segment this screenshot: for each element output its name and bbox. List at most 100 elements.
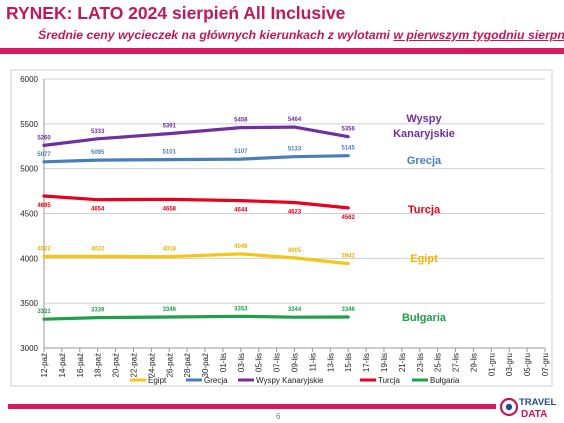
- data-label: 5095: [91, 150, 105, 156]
- y-tick-label: 3000: [20, 344, 38, 353]
- data-label: 5145: [341, 146, 355, 152]
- legend-label: Egipt: [148, 376, 167, 385]
- x-tick-label: 03-gru: [505, 353, 514, 376]
- x-tick-label: 26-paź: [165, 353, 174, 377]
- logo-travel-text: TRAVEL: [519, 397, 556, 408]
- series-lines: [42, 125, 350, 321]
- x-tick-label: 15-lis: [344, 353, 353, 372]
- y-axis-ticks: 3000 3500 4000 4500 5000 5500 6000: [20, 75, 38, 353]
- x-tick-label: 17-lis: [362, 353, 371, 372]
- x-axis-ticks: 12-paź 14-paź 16-paź 18-paź 20-paź 22-paź 24-p…: [40, 348, 550, 377]
- data-labels: 4022 4022 4018 4049 4005 3941 5077 5095 5101 5107…: [37, 117, 355, 315]
- data-label: 5101: [163, 150, 177, 156]
- series-side-labels: Wyspy Kanaryjskie Grecja Turcja Egipt Bułgari…: [393, 113, 455, 324]
- data-label: 4658: [163, 206, 177, 212]
- grid-lines: [43, 78, 545, 349]
- x-tick-label: 28-paź: [183, 353, 192, 377]
- series-side-label: Egipt: [410, 253, 438, 265]
- page-number: 6: [276, 412, 281, 421]
- series-line-grecja: [42, 154, 350, 164]
- y-tick-label: 4500: [20, 210, 38, 219]
- series-side-label: Grecja: [407, 155, 442, 167]
- series-side-label: Kanaryjskie: [393, 128, 455, 140]
- x-tick-label: 13-lis: [326, 353, 335, 372]
- data-label: 3321: [37, 309, 51, 315]
- legend-label: Grecja: [204, 376, 228, 385]
- x-tick-label: 22-paź: [129, 353, 138, 377]
- data-label: 4049: [234, 244, 248, 250]
- x-tick-label: 09-lis: [291, 353, 300, 372]
- x-tick-label: 01-lis: [219, 353, 228, 372]
- series-side-label: Turcja: [408, 204, 441, 216]
- y-tick-label: 6000: [20, 75, 38, 84]
- page-title: RYNEK: LATO 2024 sierpień All Inclusive: [6, 3, 346, 23]
- data-label: 5391: [163, 124, 177, 130]
- data-label: 4005: [288, 248, 302, 254]
- series-line-egipt: [42, 252, 350, 266]
- subtitle-underlined-text: w pierwszym tygodniu sierpnia: [393, 28, 564, 42]
- page-subtitle: Średnie ceny wycieczek na głównych kieru…: [38, 28, 564, 42]
- y-tick-label: 5000: [20, 165, 38, 174]
- data-label: 4022: [91, 246, 105, 252]
- data-label: 3344: [288, 307, 302, 313]
- x-tick-label: 20-paź: [112, 353, 121, 377]
- x-tick-label: 21-lis: [398, 353, 407, 372]
- data-label: 5333: [91, 129, 105, 135]
- data-label: 5458: [234, 118, 248, 124]
- chart-frame: [10, 69, 553, 387]
- data-label: 4018: [163, 247, 177, 253]
- x-tick-label: 16-paź: [76, 353, 85, 377]
- legend-label: Bułgaria: [430, 376, 460, 385]
- x-tick-label: 05-lis: [255, 353, 264, 372]
- y-tick-label: 4000: [20, 254, 38, 263]
- x-tick-label: 23-lis: [416, 353, 425, 372]
- data-label: 4562: [341, 215, 355, 221]
- travel-data-logo: TRAVEL DATA: [500, 397, 556, 420]
- data-label: 3353: [234, 306, 248, 312]
- x-tick-label: 25-lis: [434, 353, 443, 372]
- x-tick-label: 18-paź: [94, 353, 103, 377]
- legend-label: Turcja: [378, 376, 400, 385]
- data-label: 5356: [341, 127, 355, 133]
- x-tick-label: 12-paź: [40, 353, 49, 377]
- series-side-label: Wyspy: [406, 113, 442, 125]
- series-line-turcja: [42, 194, 350, 210]
- subtitle-text: Średnie ceny wycieczek na głównych kieru…: [38, 28, 394, 42]
- data-label: 5107: [234, 149, 248, 155]
- data-label: 5260: [37, 135, 51, 141]
- x-tick-label: 14-paź: [58, 353, 67, 377]
- series-side-label: Bułgaria: [402, 312, 447, 324]
- legend-label: Wyspy Kanaryjskie: [256, 376, 324, 385]
- x-tick-label: 11-lis: [308, 353, 317, 372]
- y-tick-label: 3500: [20, 299, 38, 308]
- data-label: 4644: [234, 208, 248, 214]
- x-tick-label: 27-lis: [452, 353, 461, 372]
- data-label: 3339: [91, 308, 105, 314]
- data-label: 5077: [37, 152, 51, 158]
- data-label: 3941: [341, 254, 355, 260]
- data-label: 3346: [163, 307, 177, 313]
- header-bar: [0, 48, 564, 54]
- x-tick-label: 24-paź: [147, 353, 156, 377]
- data-label: 5133: [288, 147, 302, 153]
- data-label: 4654: [91, 207, 105, 213]
- data-label: 4022: [37, 246, 51, 252]
- data-label: 4695: [37, 203, 51, 209]
- chart-legend: Egipt Grecja Wyspy Kanaryjskie Turcja Bułgar…: [130, 376, 460, 385]
- series-line-wyspy-kanaryjskie: [42, 125, 350, 147]
- x-tick-label: 07-gru: [541, 353, 550, 376]
- x-tick-label: 29-lis: [469, 353, 478, 372]
- logo-data-text: DATA: [521, 409, 547, 420]
- x-tick-label: 30-paź: [201, 353, 210, 377]
- footer-bar: [8, 404, 496, 409]
- x-tick-label: 19-lis: [380, 353, 389, 372]
- x-tick-label: 01-gru: [487, 353, 496, 376]
- series-line-bułgaria: [42, 314, 350, 321]
- y-tick-label: 5500: [20, 120, 38, 129]
- data-label: 4623: [288, 209, 302, 215]
- x-tick-label: 03-lis: [237, 353, 246, 372]
- data-label: 3346: [341, 307, 355, 313]
- data-label: 5464: [288, 117, 302, 123]
- x-tick-label: 07-lis: [273, 353, 282, 372]
